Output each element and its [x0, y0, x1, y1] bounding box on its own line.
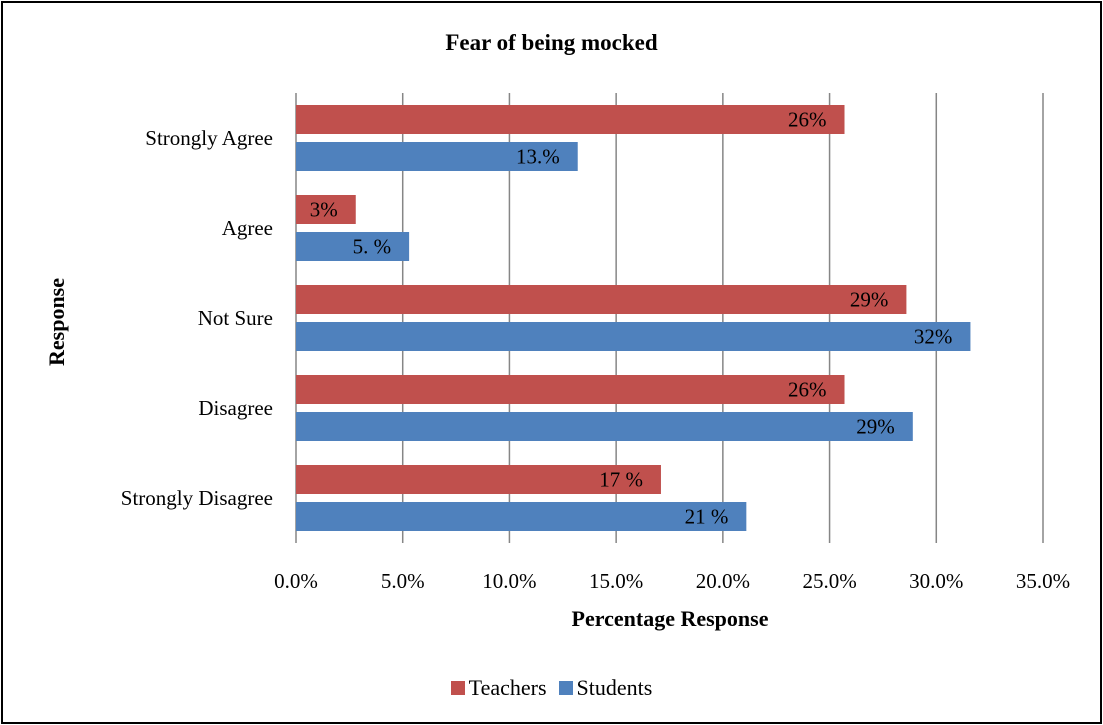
- data-label: 29%: [856, 415, 895, 439]
- category-label: Agree: [222, 216, 273, 240]
- x-axis-title: Percentage Response: [571, 606, 769, 631]
- data-label: 13.%: [516, 145, 560, 169]
- bar-students: [296, 232, 410, 261]
- category-label: Strongly Agree: [145, 126, 273, 150]
- bar-students: [296, 412, 913, 441]
- category-label: Disagree: [198, 396, 273, 420]
- x-tick-label: 15.0%: [589, 569, 643, 593]
- legend-swatch-students: [558, 681, 573, 695]
- category-label: Not Sure: [198, 306, 273, 330]
- data-label: 32%: [914, 325, 953, 349]
- data-label: 17 %: [599, 468, 643, 492]
- legend-item-students: Students: [558, 675, 653, 701]
- data-label: 26%: [788, 108, 827, 132]
- x-tick-label: 25.0%: [802, 569, 856, 593]
- data-label: 29%: [850, 288, 889, 312]
- data-label: 21 %: [685, 505, 729, 529]
- bar-students: [296, 142, 578, 171]
- bar-teachers: [296, 105, 845, 134]
- legend-label-students: Students: [576, 675, 653, 700]
- legend: Teachers Students: [0, 675, 1103, 701]
- legend-label-teachers: Teachers: [468, 675, 547, 700]
- x-tick-label: 0.0%: [274, 569, 318, 593]
- bar-teachers: [296, 465, 661, 494]
- x-tick-label: 5.0%: [381, 569, 425, 593]
- data-label: 3%: [310, 198, 338, 222]
- x-tick-label: 20.0%: [696, 569, 750, 593]
- data-label: 26%: [788, 378, 827, 402]
- legend-swatch-teachers: [450, 681, 465, 695]
- x-tick-label: 10.0%: [482, 569, 536, 593]
- category-label: Strongly Disagree: [121, 486, 273, 510]
- bar-teachers: [296, 375, 845, 404]
- x-tick-label: 30.0%: [909, 569, 963, 593]
- bar-students: [296, 502, 747, 531]
- bar-teachers: [296, 195, 356, 224]
- chart-title: Fear of being mocked: [445, 30, 658, 55]
- x-tick-label: 35.0%: [1016, 569, 1070, 593]
- y-axis-title: Response: [44, 277, 69, 367]
- bar-teachers: [296, 285, 907, 314]
- data-label: 5. %: [353, 235, 392, 259]
- legend-item-teachers: Teachers: [450, 675, 547, 701]
- bar-students: [296, 322, 971, 351]
